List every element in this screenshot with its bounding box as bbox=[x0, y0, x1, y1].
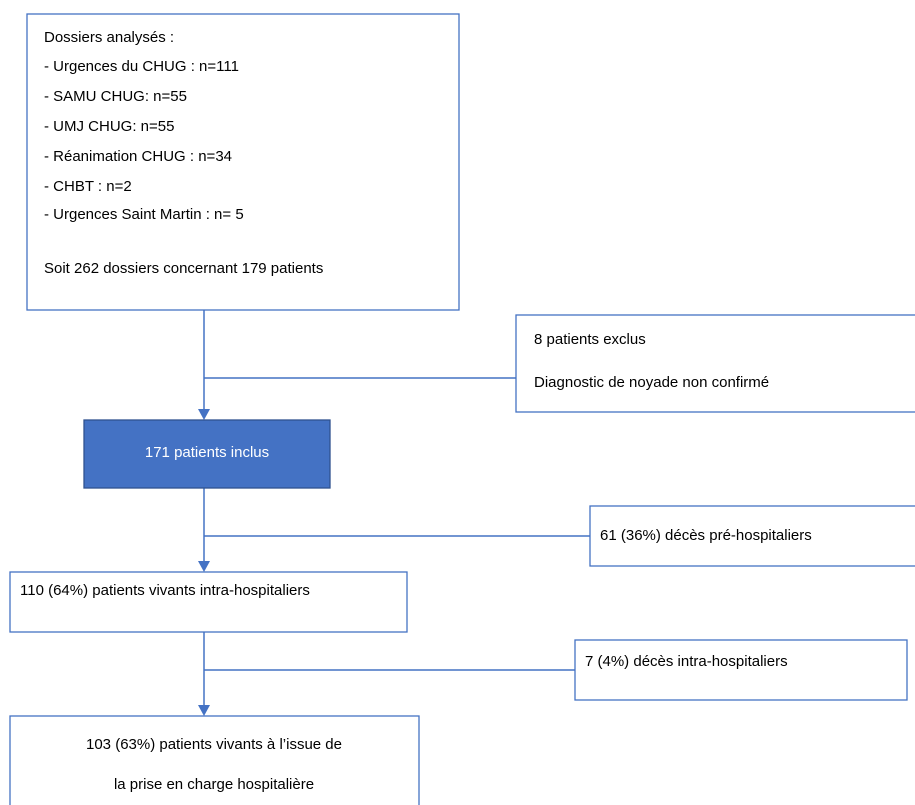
box-text: 8 patients exclus bbox=[534, 331, 646, 348]
arrow bbox=[198, 705, 210, 716]
box bbox=[9, 571, 408, 633]
box-text: 103 (63%) patients vivants à l’issue de bbox=[86, 736, 342, 753]
box-text: Dossiers analysés : bbox=[44, 29, 174, 46]
arrow bbox=[198, 409, 210, 420]
box-text: - Urgences du CHUG : n=111 bbox=[44, 58, 239, 75]
box-text: 7 (4%) décès intra-hospitaliers bbox=[585, 653, 788, 670]
connectors bbox=[198, 310, 590, 716]
box-text: 171 patients inclus bbox=[145, 444, 269, 461]
arrow bbox=[198, 561, 210, 572]
box bbox=[26, 13, 460, 311]
box-text: la prise en charge hospitalière bbox=[114, 776, 314, 793]
box-text: - SAMU CHUG: n=55 bbox=[44, 88, 187, 105]
box-text: - Réanimation CHUG : n=34 bbox=[44, 148, 232, 165]
box-text: Diagnostic de noyade non confirmé bbox=[534, 374, 769, 391]
box-highlight bbox=[83, 419, 331, 489]
box-text: 61 (36%) décès pré-hospitaliers bbox=[600, 527, 812, 544]
box-text: - Urgences Saint Martin : n= 5 bbox=[44, 206, 244, 223]
box-text: Soit 262 dossiers concernant 179 patient… bbox=[44, 260, 323, 277]
box-text: 110 (64%) patients vivants intra-hospita… bbox=[20, 582, 310, 599]
box bbox=[589, 505, 915, 567]
box-text: - UMJ CHUG: n=55 bbox=[44, 118, 174, 135]
box bbox=[574, 639, 908, 701]
box bbox=[9, 715, 420, 805]
box-text: - CHBT : n=2 bbox=[44, 178, 132, 195]
box bbox=[515, 314, 915, 413]
